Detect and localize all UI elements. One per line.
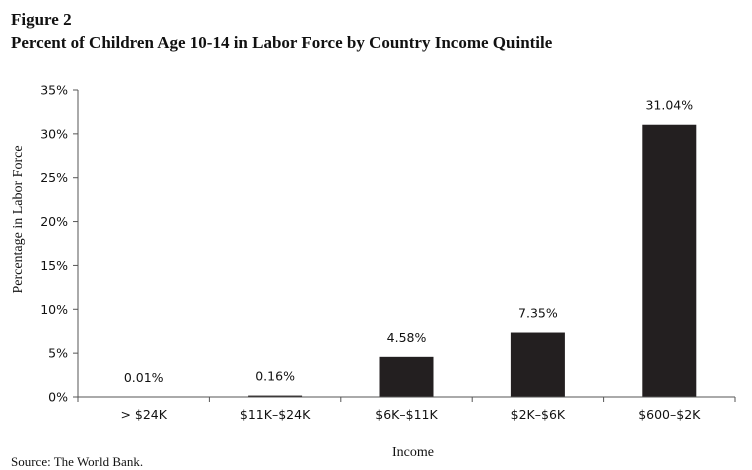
figure-title: Percent of Children Age 10-14 in Labor F… (11, 33, 553, 52)
y-axis-title: Percentage in Labor Force (11, 145, 26, 293)
x-category-label: > $24K (120, 407, 167, 422)
bar (642, 124, 697, 397)
y-tick-label: 30% (40, 126, 68, 141)
bar (248, 395, 303, 397)
bar-data-label: 0.01% (124, 370, 164, 385)
y-tick-label: 10% (40, 302, 68, 317)
x-category-label: $11K–$24K (240, 407, 311, 422)
bar-data-label: 4.58% (387, 330, 427, 345)
x-category-label: $2K–$6K (511, 407, 566, 422)
bars (116, 124, 697, 397)
y-tick-label: 35% (40, 83, 68, 98)
bar (510, 332, 565, 397)
x-category-label: $6K–$11K (375, 407, 438, 422)
figure-label: Figure 2 (11, 10, 72, 29)
y-tick-label: 25% (40, 170, 68, 185)
source-note: Source: The World Bank. (11, 454, 144, 469)
y-axis-tick-labels: 0% 5% 10% 15% 20% 25% 30% 35% (40, 83, 68, 405)
bar-data-label: 31.04% (645, 98, 693, 113)
x-axis-tick-labels: > $24K $11K–$24K $6K–$11K $2K–$6K $600–$2K (120, 407, 701, 422)
bar (379, 356, 434, 397)
bar-data-label: 0.16% (255, 369, 295, 384)
y-axis-ticks (73, 89, 78, 398)
bar-data-label: 7.35% (518, 306, 558, 321)
x-axis-title: Income (392, 445, 434, 460)
y-tick-label: 0% (48, 390, 68, 405)
y-tick-label: 15% (40, 258, 68, 273)
data-labels: 0.01% 0.16% 4.58% 7.35% 31.04% (124, 98, 693, 385)
y-tick-label: 5% (48, 346, 68, 361)
y-tick-label: 20% (40, 214, 68, 229)
x-axis-ticks (77, 397, 736, 402)
x-category-label: $600–$2K (638, 407, 701, 422)
